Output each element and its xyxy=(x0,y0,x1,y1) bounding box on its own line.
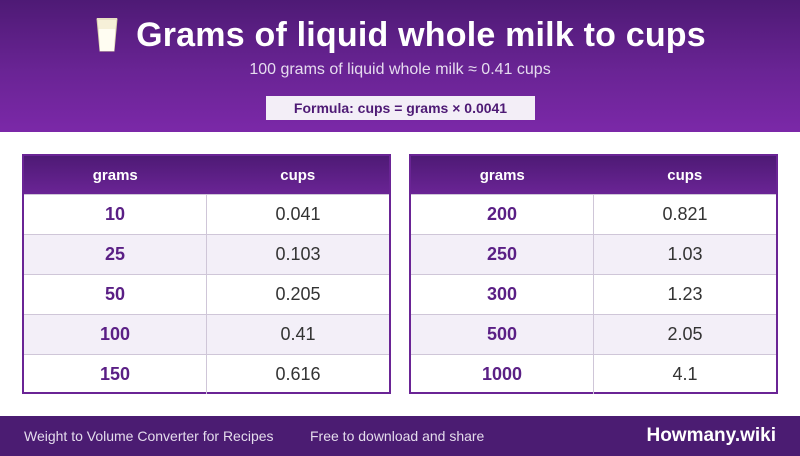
grams-cell: 100 xyxy=(24,315,207,354)
conversion-table-left: grams cups 10 0.041 25 0.103 50 0.205 10… xyxy=(22,154,391,394)
cups-cell: 0.41 xyxy=(280,324,316,344)
footer-bar: Weight to Volume Converter for Recipes F… xyxy=(0,416,800,456)
table-row: 50 0.205 xyxy=(24,274,389,314)
cups-cell: 4.1 xyxy=(672,364,698,384)
brand-logo[interactable]: Howmany.wiki xyxy=(646,425,776,446)
grams-cell: 200 xyxy=(411,195,594,234)
page-subtitle: 100 grams of liquid whole milk ≈ 0.41 cu… xyxy=(249,61,551,78)
table-row: 300 1.23 xyxy=(411,274,776,314)
table-header: grams cups xyxy=(411,156,776,194)
grams-cell: 150 xyxy=(24,355,207,394)
title-row: Grams of liquid whole milk to cups xyxy=(0,14,800,56)
footer-tagline: Weight to Volume Converter for Recipes xyxy=(24,428,274,444)
cups-cell: 1.03 xyxy=(667,244,703,264)
column-header-cups: cups xyxy=(280,166,316,184)
grams-cell: 500 xyxy=(411,315,594,354)
cups-cell: 1.23 xyxy=(667,284,703,304)
table-row: 10 0.041 xyxy=(24,194,389,234)
grams-cell: 300 xyxy=(411,275,594,314)
cups-cell: 0.205 xyxy=(275,284,321,304)
grams-cell: 250 xyxy=(411,235,594,274)
cups-cell: 0.103 xyxy=(275,244,321,264)
page-title: Grams of liquid whole milk to cups xyxy=(136,15,706,54)
footer-share-note: Free to download and share xyxy=(310,428,485,444)
table-row: 250 1.03 xyxy=(411,234,776,274)
grams-cell: 1000 xyxy=(411,355,594,394)
column-header-grams: grams xyxy=(479,166,525,184)
cups-cell: 0.616 xyxy=(275,364,321,384)
formula-badge: Formula: cups = grams × 0.0041 xyxy=(266,96,535,120)
table-row: 25 0.103 xyxy=(24,234,389,274)
table-row: 150 0.616 xyxy=(24,354,389,394)
table-row: 100 0.41 xyxy=(24,314,389,354)
milk-glass-icon xyxy=(96,18,118,52)
table-row: 1000 4.1 xyxy=(411,354,776,394)
cups-cell: 0.821 xyxy=(662,204,708,224)
column-header-cups: cups xyxy=(667,166,703,184)
table-row: 200 0.821 xyxy=(411,194,776,234)
table-row: 500 2.05 xyxy=(411,314,776,354)
grams-cell: 10 xyxy=(24,195,207,234)
column-header-grams: grams xyxy=(92,166,138,184)
grams-cell: 50 xyxy=(24,275,207,314)
cups-cell: 0.041 xyxy=(275,204,321,224)
cups-cell: 2.05 xyxy=(667,324,703,344)
header-banner: Grams of liquid whole milk to cups 100 g… xyxy=(0,0,800,132)
table-header: grams cups xyxy=(24,156,389,194)
conversion-table-right: grams cups 200 0.821 250 1.03 300 1.23 5… xyxy=(409,154,778,394)
grams-cell: 25 xyxy=(24,235,207,274)
